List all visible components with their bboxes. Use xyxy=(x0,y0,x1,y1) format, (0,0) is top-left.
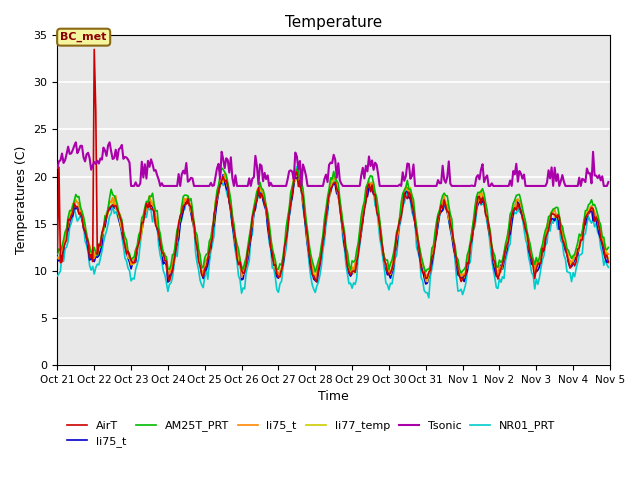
Title: Temperature: Temperature xyxy=(285,15,382,30)
Y-axis label: Temperatures (C): Temperatures (C) xyxy=(15,146,28,254)
X-axis label: Time: Time xyxy=(318,390,349,403)
Text: BC_met: BC_met xyxy=(60,32,107,42)
Legend: AirT, li75_t, AM25T_PRT, li75_t, li77_temp, Tsonic, NR01_PRT: AirT, li75_t, AM25T_PRT, li75_t, li77_te… xyxy=(63,416,560,452)
